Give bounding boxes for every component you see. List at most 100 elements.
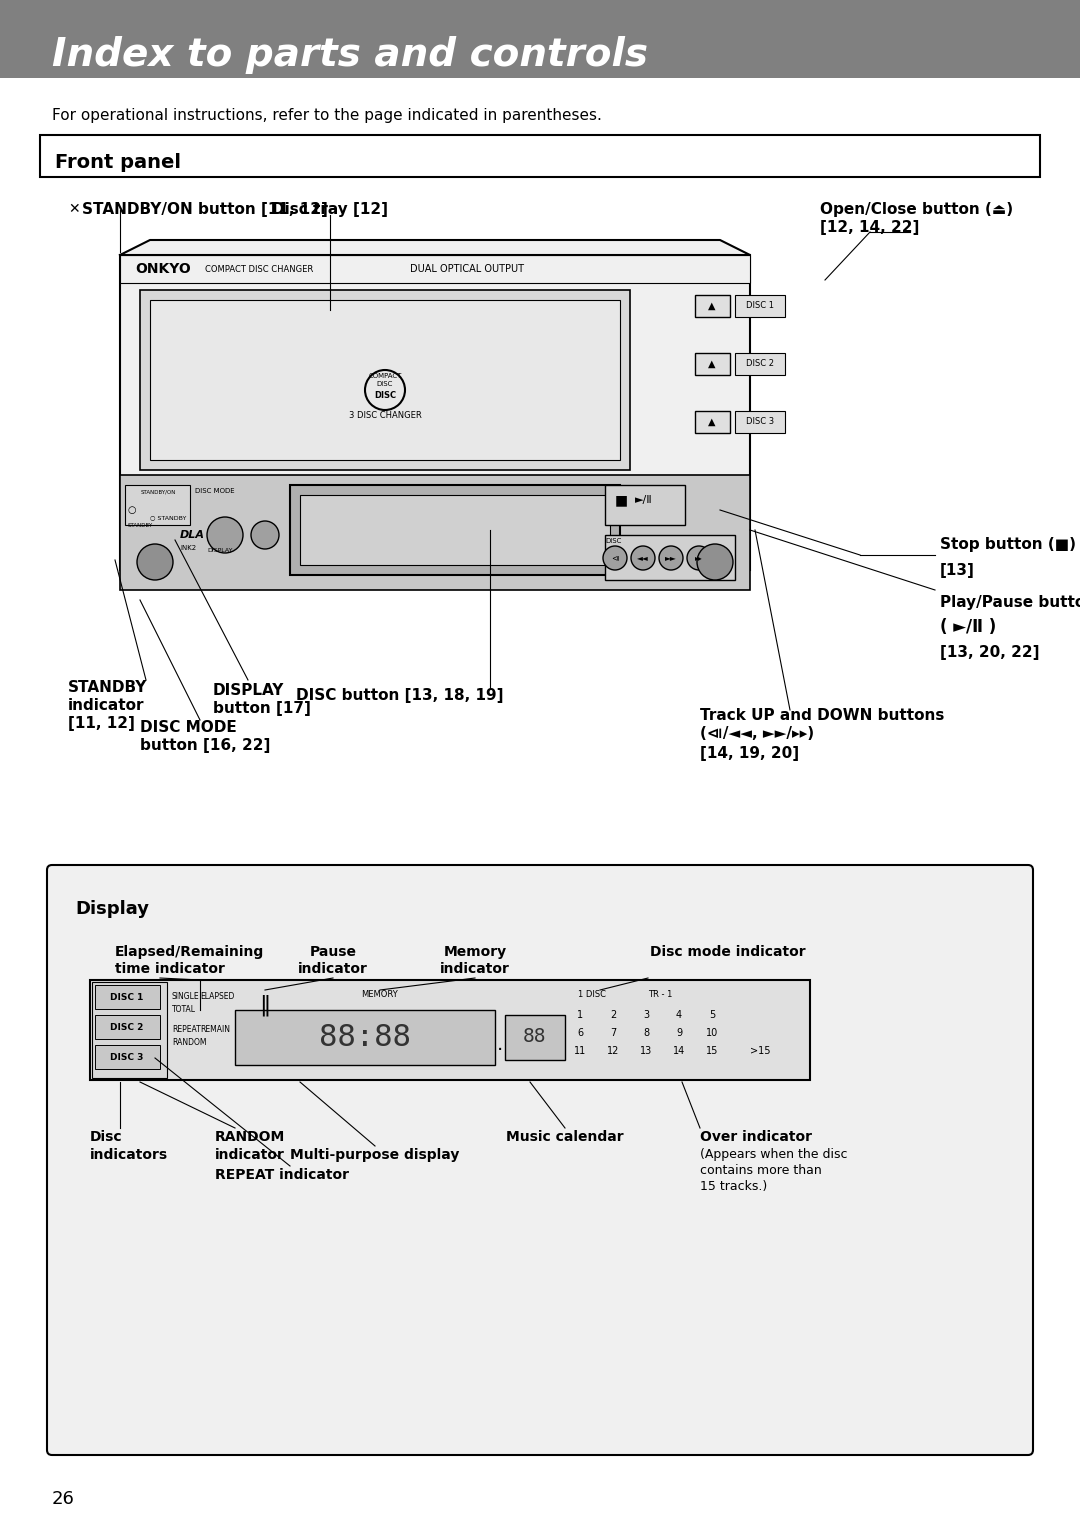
Text: ○ STANDBY: ○ STANDBY bbox=[150, 515, 187, 520]
Text: 14: 14 bbox=[673, 1046, 685, 1057]
Bar bbox=[90, 980, 810, 1079]
Text: Pause: Pause bbox=[310, 945, 356, 959]
Bar bbox=[95, 1015, 160, 1040]
Text: ELAPSED: ELAPSED bbox=[200, 992, 234, 1001]
Bar bbox=[120, 255, 750, 570]
Circle shape bbox=[603, 546, 627, 570]
Text: indicator: indicator bbox=[440, 962, 510, 976]
Bar bbox=[505, 1015, 565, 1060]
Text: RANDOM: RANDOM bbox=[215, 1130, 285, 1144]
Text: 8: 8 bbox=[643, 1027, 649, 1038]
Circle shape bbox=[207, 517, 243, 553]
Text: For operational instructions, refer to the page indicated in parentheses.: For operational instructions, refer to t… bbox=[52, 109, 602, 122]
Text: Disc tray [12]: Disc tray [12] bbox=[272, 202, 388, 217]
Bar bbox=[150, 300, 620, 460]
Text: Disc: Disc bbox=[90, 1130, 123, 1144]
Text: ■: ■ bbox=[615, 492, 629, 508]
Text: [13, 20, 22]: [13, 20, 22] bbox=[940, 645, 1039, 661]
Text: 7: 7 bbox=[610, 1027, 616, 1038]
Text: REMAIN: REMAIN bbox=[200, 1024, 230, 1034]
Text: SINGLE: SINGLE bbox=[172, 992, 200, 1001]
Text: INK2: INK2 bbox=[180, 544, 197, 550]
Text: DISC button [13, 18, 19]: DISC button [13, 18, 19] bbox=[296, 688, 503, 703]
Text: Over indicator: Over indicator bbox=[700, 1130, 812, 1144]
Text: Open/Close button (⏏): Open/Close button (⏏) bbox=[820, 202, 1013, 217]
Bar bbox=[125, 485, 190, 524]
Text: ✕: ✕ bbox=[68, 202, 80, 216]
Text: [12, 14, 22]: [12, 14, 22] bbox=[820, 220, 919, 235]
Text: ‖: ‖ bbox=[259, 995, 271, 1017]
Text: Memory: Memory bbox=[444, 945, 507, 959]
Bar bbox=[95, 985, 160, 1009]
Text: ⧏: ⧏ bbox=[611, 553, 619, 563]
Text: 5: 5 bbox=[708, 1011, 715, 1020]
Polygon shape bbox=[120, 240, 750, 255]
Text: ▲: ▲ bbox=[708, 359, 716, 368]
Text: ▸▸: ▸▸ bbox=[696, 553, 703, 563]
Text: contains more than: contains more than bbox=[700, 1164, 822, 1177]
Text: 10: 10 bbox=[706, 1027, 718, 1038]
Bar bbox=[735, 353, 785, 375]
Text: DISPLAY: DISPLAY bbox=[213, 683, 284, 699]
Text: (⧏/◄◄, ►►/▸▸): (⧏/◄◄, ►►/▸▸) bbox=[700, 726, 814, 742]
Text: ◄◄: ◄◄ bbox=[637, 553, 649, 563]
Text: button [16, 22]: button [16, 22] bbox=[140, 739, 270, 752]
Bar bbox=[0, 0, 1080, 78]
Text: [13]: [13] bbox=[940, 563, 975, 578]
Text: [11, 12]: [11, 12] bbox=[68, 716, 135, 731]
FancyBboxPatch shape bbox=[48, 865, 1032, 1456]
Bar bbox=[735, 295, 785, 317]
Text: 15 tracks.): 15 tracks.) bbox=[700, 1180, 767, 1193]
Text: 88: 88 bbox=[523, 1027, 546, 1046]
Text: Front panel: Front panel bbox=[55, 153, 181, 171]
Text: ▲: ▲ bbox=[708, 417, 716, 427]
Text: 12: 12 bbox=[607, 1046, 619, 1057]
Text: Elapsed/Remaining: Elapsed/Remaining bbox=[114, 945, 265, 959]
Circle shape bbox=[251, 521, 279, 549]
Text: ONKYO: ONKYO bbox=[135, 261, 191, 277]
Text: button [17]: button [17] bbox=[213, 700, 311, 716]
Text: ►/Ⅱ: ►/Ⅱ bbox=[635, 495, 652, 505]
Text: Display: Display bbox=[75, 901, 149, 917]
Text: indicator: indicator bbox=[68, 699, 145, 713]
Text: COMPACT DISC CHANGER: COMPACT DISC CHANGER bbox=[205, 265, 313, 274]
Text: DISPLAY: DISPLAY bbox=[207, 547, 233, 553]
Text: DLA: DLA bbox=[180, 531, 205, 540]
Text: 3: 3 bbox=[643, 1011, 649, 1020]
Text: DUAL OPTICAL OUTPUT: DUAL OPTICAL OUTPUT bbox=[410, 265, 524, 274]
Text: TOTAL: TOTAL bbox=[172, 1005, 195, 1014]
Bar bbox=[291, 485, 620, 575]
Bar bbox=[95, 1044, 160, 1069]
Circle shape bbox=[137, 544, 173, 579]
Text: 2: 2 bbox=[610, 1011, 616, 1020]
Text: REPEAT: REPEAT bbox=[172, 1024, 201, 1034]
Text: Track UP and DOWN buttons: Track UP and DOWN buttons bbox=[700, 708, 944, 723]
Text: 13: 13 bbox=[639, 1046, 652, 1057]
Text: time indicator: time indicator bbox=[114, 962, 225, 976]
Text: STANDBY/ON button [11, 12]: STANDBY/ON button [11, 12] bbox=[82, 202, 328, 217]
Text: ○: ○ bbox=[129, 505, 136, 515]
Text: STANDBY: STANDBY bbox=[68, 680, 147, 696]
Text: DISC: DISC bbox=[374, 390, 396, 399]
Circle shape bbox=[659, 546, 683, 570]
Bar bbox=[40, 135, 1040, 177]
Text: >15: >15 bbox=[750, 1046, 770, 1057]
Text: indicator: indicator bbox=[298, 962, 368, 976]
Bar bbox=[300, 495, 610, 566]
Text: indicators: indicators bbox=[90, 1148, 168, 1162]
Text: STANDBY/ON: STANDBY/ON bbox=[140, 489, 176, 495]
Text: ►►: ►► bbox=[665, 553, 677, 563]
Text: DISC: DISC bbox=[605, 538, 621, 544]
Text: DISC 3: DISC 3 bbox=[110, 1052, 144, 1061]
Text: STANDBY: STANDBY bbox=[127, 523, 152, 528]
Text: [14, 19, 20]: [14, 19, 20] bbox=[700, 746, 799, 761]
Text: 4: 4 bbox=[676, 1011, 683, 1020]
Text: DISC 3: DISC 3 bbox=[746, 417, 774, 427]
Bar bbox=[696, 411, 730, 433]
Text: DISC 2: DISC 2 bbox=[746, 359, 774, 368]
Bar bbox=[120, 476, 750, 590]
Text: 9: 9 bbox=[676, 1027, 683, 1038]
Text: 1 DISC: 1 DISC bbox=[578, 989, 606, 998]
Text: Music calendar: Music calendar bbox=[507, 1130, 624, 1144]
Text: TR - 1: TR - 1 bbox=[648, 989, 673, 998]
